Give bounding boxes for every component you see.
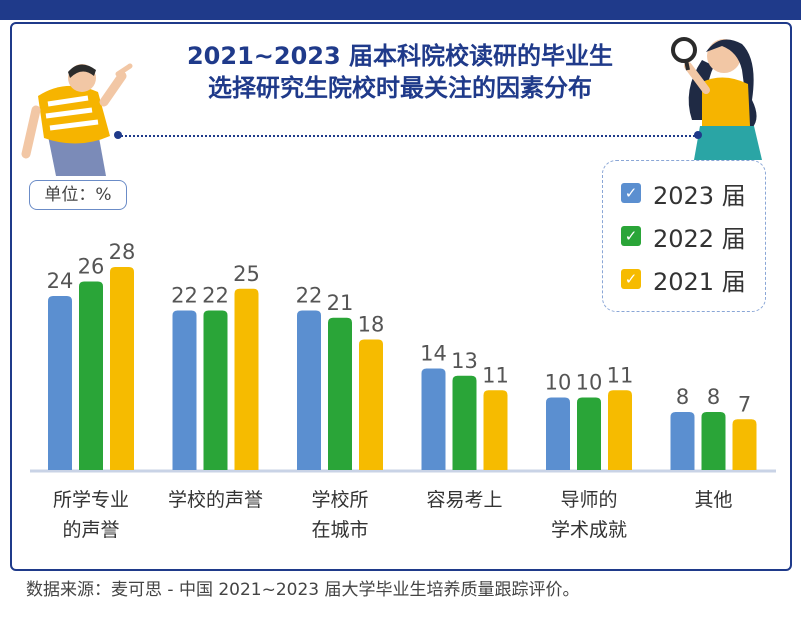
bar	[608, 390, 632, 470]
check-icon: ✓	[621, 269, 641, 289]
top-band	[0, 0, 801, 20]
category-label: 学术成就	[551, 519, 627, 541]
bar	[701, 412, 726, 470]
legend-item-2022: ✓ 2022 届	[621, 221, 746, 253]
data-label: 10	[576, 371, 603, 395]
unit-label: 单位：%	[29, 180, 127, 210]
category-label: 所学专业	[53, 489, 129, 511]
data-label: 11	[607, 363, 634, 387]
bar	[732, 419, 757, 470]
bar	[234, 288, 259, 470]
source-note: 数据来源：麦可思 - 中国 2021~2023 届大学毕业生培养质量跟踪评价。	[26, 580, 580, 600]
category-label: 导师的	[560, 489, 617, 511]
check-icon: ✓	[621, 183, 641, 203]
chart-title: 2021~2023 届本科院校读研的毕业生 选择研究生院校时最关注的因素分布	[100, 40, 700, 104]
bar	[546, 397, 570, 470]
legend-item-2023: ✓ 2023 届	[621, 178, 746, 210]
legend-label-2022: 2022 届	[653, 224, 746, 253]
data-label: 22	[171, 284, 198, 308]
data-label: 26	[78, 255, 105, 279]
rule-left-dot	[114, 131, 122, 139]
bar	[110, 267, 134, 470]
bar	[172, 310, 197, 470]
bar	[452, 375, 477, 470]
data-label: 14	[420, 342, 447, 366]
person-pointing-illustration	[21, 63, 133, 176]
data-label: 11	[482, 363, 509, 387]
bar	[483, 390, 508, 470]
data-label: 22	[202, 284, 229, 308]
category-label: 容易考上	[426, 489, 502, 511]
category-label: 学校所	[311, 489, 368, 511]
data-label: 10	[545, 371, 572, 395]
bar	[421, 368, 446, 470]
title-line-2: 选择研究生院校时最关注的因素分布	[208, 74, 592, 102]
data-label: 8	[707, 385, 720, 409]
title-line-1: 2021~2023 届本科院校读研的毕业生	[186, 42, 614, 70]
data-label: 13	[451, 349, 478, 373]
bar	[203, 310, 228, 470]
bar	[577, 397, 601, 470]
data-label: 24	[47, 269, 74, 293]
woman-magnifier-illustration	[671, 37, 762, 160]
bar	[670, 412, 695, 470]
legend-label-2023: 2023 届	[653, 181, 746, 210]
data-label: 21	[327, 291, 354, 315]
data-label: 28	[109, 240, 136, 264]
rule-right-dot	[694, 131, 702, 139]
category-label: 学校的声誉	[168, 489, 263, 511]
title-dotted-rule	[118, 135, 698, 137]
data-label: 18	[358, 313, 385, 337]
data-label: 7	[738, 392, 751, 416]
bar	[328, 317, 352, 470]
category-label: 其他	[694, 489, 732, 511]
category-label: 的声誉	[62, 519, 119, 541]
bar	[359, 339, 383, 470]
data-label: 22	[296, 284, 323, 308]
legend: ✓ 2023 届 ✓ 2022 届 ✓ 2021 届	[602, 160, 766, 312]
bar	[297, 310, 321, 470]
bar	[48, 296, 72, 470]
data-label: 8	[676, 385, 689, 409]
category-label: 在城市	[311, 519, 368, 541]
data-label: 25	[233, 262, 260, 286]
legend-label-2021: 2021 届	[653, 267, 746, 296]
legend-item-2021: ✓ 2021 届	[621, 264, 746, 296]
check-icon: ✓	[621, 226, 641, 246]
bar	[79, 281, 103, 470]
